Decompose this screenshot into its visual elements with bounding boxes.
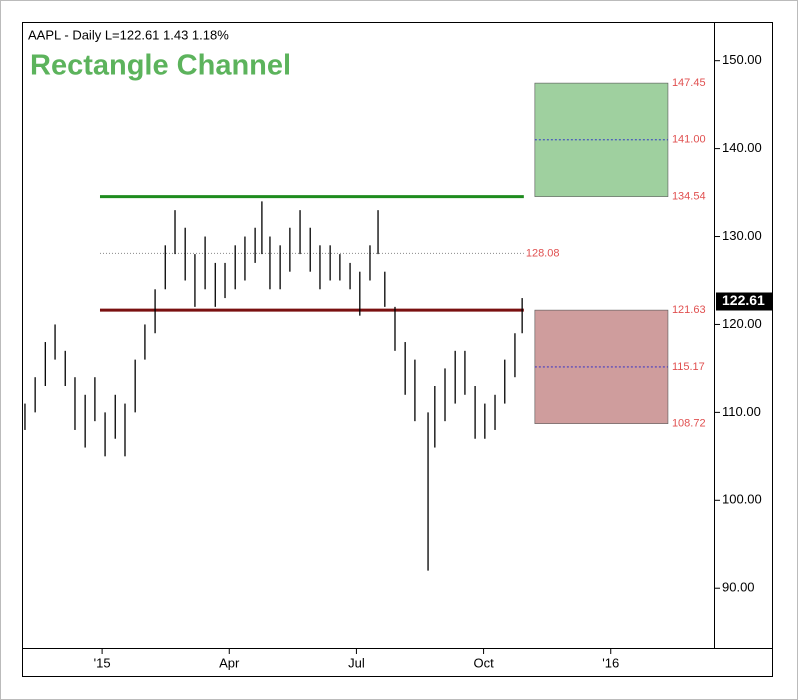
x-tick-label: Oct bbox=[473, 655, 494, 670]
target-box bbox=[534, 309, 669, 424]
last-price-box bbox=[716, 292, 773, 311]
chart-title: Rectangle Channel bbox=[30, 50, 291, 82]
x-axis-area bbox=[22, 648, 773, 677]
y-tick-label: 110.00 bbox=[722, 404, 761, 419]
level-label: 134.54 bbox=[672, 191, 706, 203]
level-label: 141.00 bbox=[672, 134, 706, 146]
y-tick-label: 100.00 bbox=[722, 492, 762, 507]
target-box bbox=[534, 82, 669, 197]
x-tick-label: '15 bbox=[94, 655, 111, 670]
x-tick-label: Apr bbox=[219, 655, 240, 670]
y-tick-label: 120.00 bbox=[722, 316, 762, 331]
header: AAPL - Daily L=122.61 1.43 1.18% bbox=[28, 27, 229, 42]
level-label: 115.17 bbox=[672, 361, 705, 373]
level-label: 121.63 bbox=[672, 304, 706, 316]
x-tick-label: Jul bbox=[348, 655, 365, 670]
y-tick-label: 140.00 bbox=[722, 140, 762, 155]
x-tick-label: '16 bbox=[602, 655, 619, 670]
level-label: 108.72 bbox=[672, 418, 706, 430]
y-tick-label: 90.00 bbox=[722, 580, 755, 595]
last-price-label: 122.61 bbox=[722, 292, 765, 308]
y-tick-label: 130.00 bbox=[722, 228, 762, 243]
level-label: 147.45 bbox=[672, 77, 706, 89]
y-tick-label: 150.00 bbox=[722, 52, 762, 67]
level-label: 128.08 bbox=[526, 247, 560, 259]
